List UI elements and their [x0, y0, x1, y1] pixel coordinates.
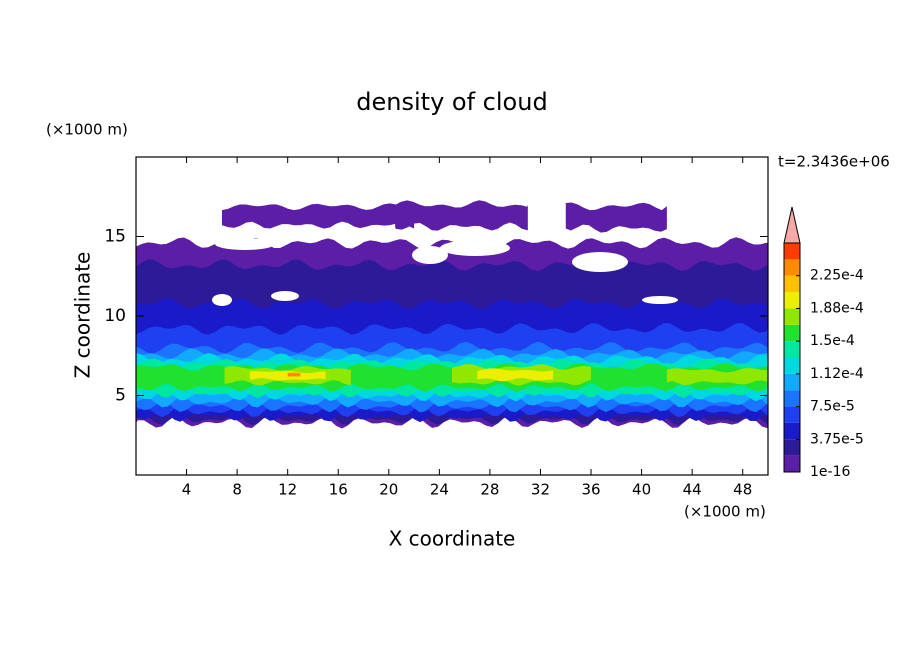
contour-band	[666, 368, 768, 386]
x-tick-label: 4	[182, 481, 192, 499]
colorbar-tick-label: 1.12e-4	[810, 366, 864, 382]
colorbar-swatch	[784, 357, 800, 374]
colorbar-swatch	[784, 308, 800, 325]
cloud-gaps	[212, 238, 678, 306]
colorbar-swatch	[784, 243, 800, 260]
y-axis-label: Z coordinate	[71, 252, 95, 379]
colorbar-swatch	[784, 406, 800, 423]
contour-band	[395, 200, 528, 231]
x-tick-label: 36	[581, 481, 600, 499]
colorbar-swatch	[784, 341, 800, 358]
colorbar-swatch	[784, 422, 800, 440]
contour-band	[565, 202, 667, 233]
x-tick-label: 44	[683, 481, 702, 499]
x-tick-label: 8	[232, 481, 242, 499]
x-tick-label: 24	[430, 481, 449, 499]
contour-field	[136, 200, 768, 429]
x-tick-label: 32	[531, 481, 550, 499]
y-tick-label: 15	[104, 227, 126, 247]
x-tick-label: 16	[329, 481, 348, 499]
colorbar-swatch	[784, 324, 800, 342]
colorbar-frame	[783, 242, 801, 473]
colorbar-tick-label: 2.25e-4	[810, 268, 864, 284]
colorbar-tick-label: 3.75e-5	[810, 431, 864, 447]
colorbar-swatch	[784, 292, 800, 309]
y-tick-label: 10	[104, 306, 126, 326]
contour-band	[221, 203, 415, 229]
x-axis-label: X coordinate	[389, 527, 516, 551]
x-tick-label: 12	[278, 481, 297, 499]
colorbar-tick-label: 1e-16	[810, 464, 850, 480]
x-units: (×1000 m)	[684, 503, 766, 521]
contour-band	[477, 368, 554, 382]
colorbar-tick-label: 1.88e-4	[810, 300, 864, 316]
colorbar-tick-label: 1.5e-4	[810, 333, 855, 349]
x-tick-label: 28	[480, 481, 499, 499]
x-tick-label: 40	[632, 481, 651, 499]
colorbar-swatch	[784, 455, 800, 472]
colorbar-swatch	[784, 439, 800, 456]
chart-title: density of cloud	[356, 88, 547, 116]
colorbar-swatch	[784, 390, 800, 407]
time-label: t=2.3436e+06	[778, 153, 890, 171]
colorbar-swatch	[784, 275, 800, 293]
x-tick-label: 20	[379, 481, 398, 499]
contour-band	[287, 372, 301, 377]
colorbar-tick-label: 7.5e-5	[810, 399, 855, 415]
y-units: (×1000 m)	[46, 121, 128, 139]
x-tick-label: 48	[733, 481, 752, 499]
y-tick-label: 5	[115, 386, 126, 406]
colorbar-extend	[783, 206, 801, 244]
colorbar-swatch	[784, 373, 800, 391]
colorbar-swatch	[784, 259, 800, 276]
